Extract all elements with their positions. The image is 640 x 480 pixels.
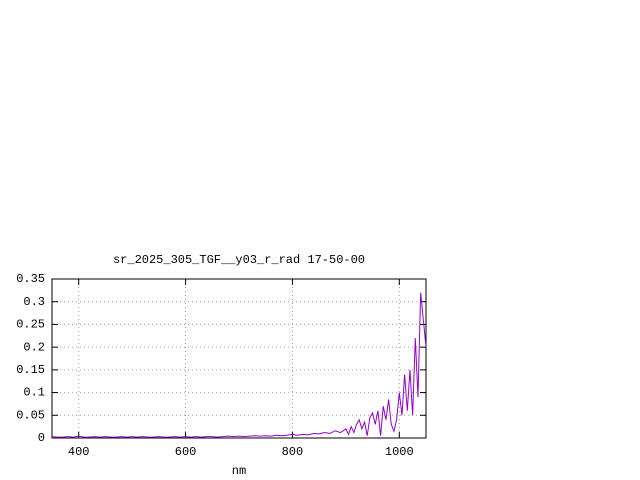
y-tick-label: 0.1 (23, 386, 45, 400)
x-tick-label: 800 (282, 445, 304, 459)
y-tick-label: 0.3 (23, 295, 45, 309)
y-tick-label: 0.15 (16, 363, 45, 377)
data-line (51, 292, 427, 438)
x-tick-label: 400 (68, 445, 90, 459)
chart-title: sr_2025_305_TGF__y03_r_rad 17-50-00 (113, 253, 365, 267)
x-axis-label: nm (232, 464, 246, 478)
x-tick-label: 600 (175, 445, 197, 459)
y-tick-label: 0.05 (16, 408, 45, 422)
plot-border (51, 278, 427, 439)
y-tick-label: 0.2 (23, 340, 45, 354)
y-tick-label: 0.25 (16, 318, 45, 332)
y-tick-label: 0.35 (16, 272, 45, 286)
x-tick-label: 1000 (385, 445, 414, 459)
y-tick-label: 0 (38, 431, 45, 445)
